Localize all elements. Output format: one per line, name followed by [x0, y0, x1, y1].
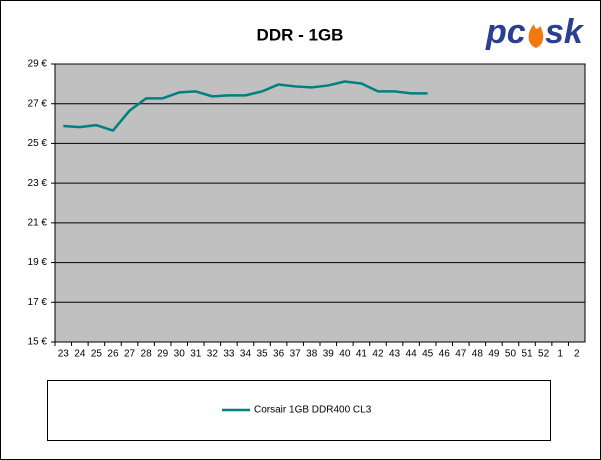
x-tick-label: 46 [439, 349, 451, 360]
x-tick-label: 49 [488, 349, 500, 360]
x-tick-label: 50 [505, 349, 517, 360]
x-tick-label: 48 [472, 349, 484, 360]
y-tick-label: 19 € [28, 257, 48, 268]
x-tick-label: 35 [256, 349, 268, 360]
logo-flame [528, 24, 544, 48]
x-tick-label: 36 [273, 349, 285, 360]
x-tick-label: 52 [538, 349, 550, 360]
x-tick-label: 37 [290, 349, 302, 360]
legend-label: Corsair 1GB DDR400 CL3 [254, 405, 372, 416]
legend-box [47, 380, 551, 441]
y-tick-label: 27 € [28, 98, 48, 109]
x-tick-label: 28 [141, 349, 153, 360]
y-tick-label: 23 € [28, 178, 48, 189]
x-tick-label: 29 [157, 349, 169, 360]
x-tick-label: 26 [107, 349, 119, 360]
x-tick-label: 51 [521, 349, 533, 360]
x-tick-label: 25 [91, 349, 103, 360]
logo-text: pc [485, 13, 526, 51]
logo-text: sk [545, 13, 585, 51]
x-tick-label: 47 [455, 349, 467, 360]
plot-area [54, 63, 586, 343]
x-tick-label: 24 [74, 349, 86, 360]
x-tick-label: 43 [389, 349, 401, 360]
data-line [63, 80, 428, 132]
logo: pc sk [485, 13, 585, 51]
x-tick-label: 30 [174, 349, 186, 360]
chart-title: DDR - 1GB [257, 25, 344, 44]
x-tick-label: 39 [323, 349, 335, 360]
x-tick-label: 33 [223, 349, 235, 360]
x-tick-label: 23 [58, 349, 70, 360]
x-tick-label: 2 [574, 349, 580, 360]
x-tick-label: 34 [240, 349, 252, 360]
y-tick-label: 15 € [28, 337, 48, 348]
x-tick-label: 32 [207, 349, 219, 360]
x-tick-label: 45 [422, 349, 434, 360]
x-tick-label: 41 [356, 349, 368, 360]
x-tick-label: 1 [557, 349, 563, 360]
x-tick-label: 27 [124, 349, 136, 360]
x-tick-label: 44 [406, 349, 418, 360]
y-tick-label: 17 € [28, 297, 48, 308]
x-tick-label: 31 [190, 349, 202, 360]
y-tick-label: 25 € [28, 138, 48, 149]
x-tick-label: 38 [306, 349, 318, 360]
y-tick-label: 29 € [28, 59, 48, 70]
x-tick-label: 42 [372, 349, 384, 360]
x-tick-label: 40 [339, 349, 351, 360]
y-tick-label: 21 € [28, 217, 48, 228]
